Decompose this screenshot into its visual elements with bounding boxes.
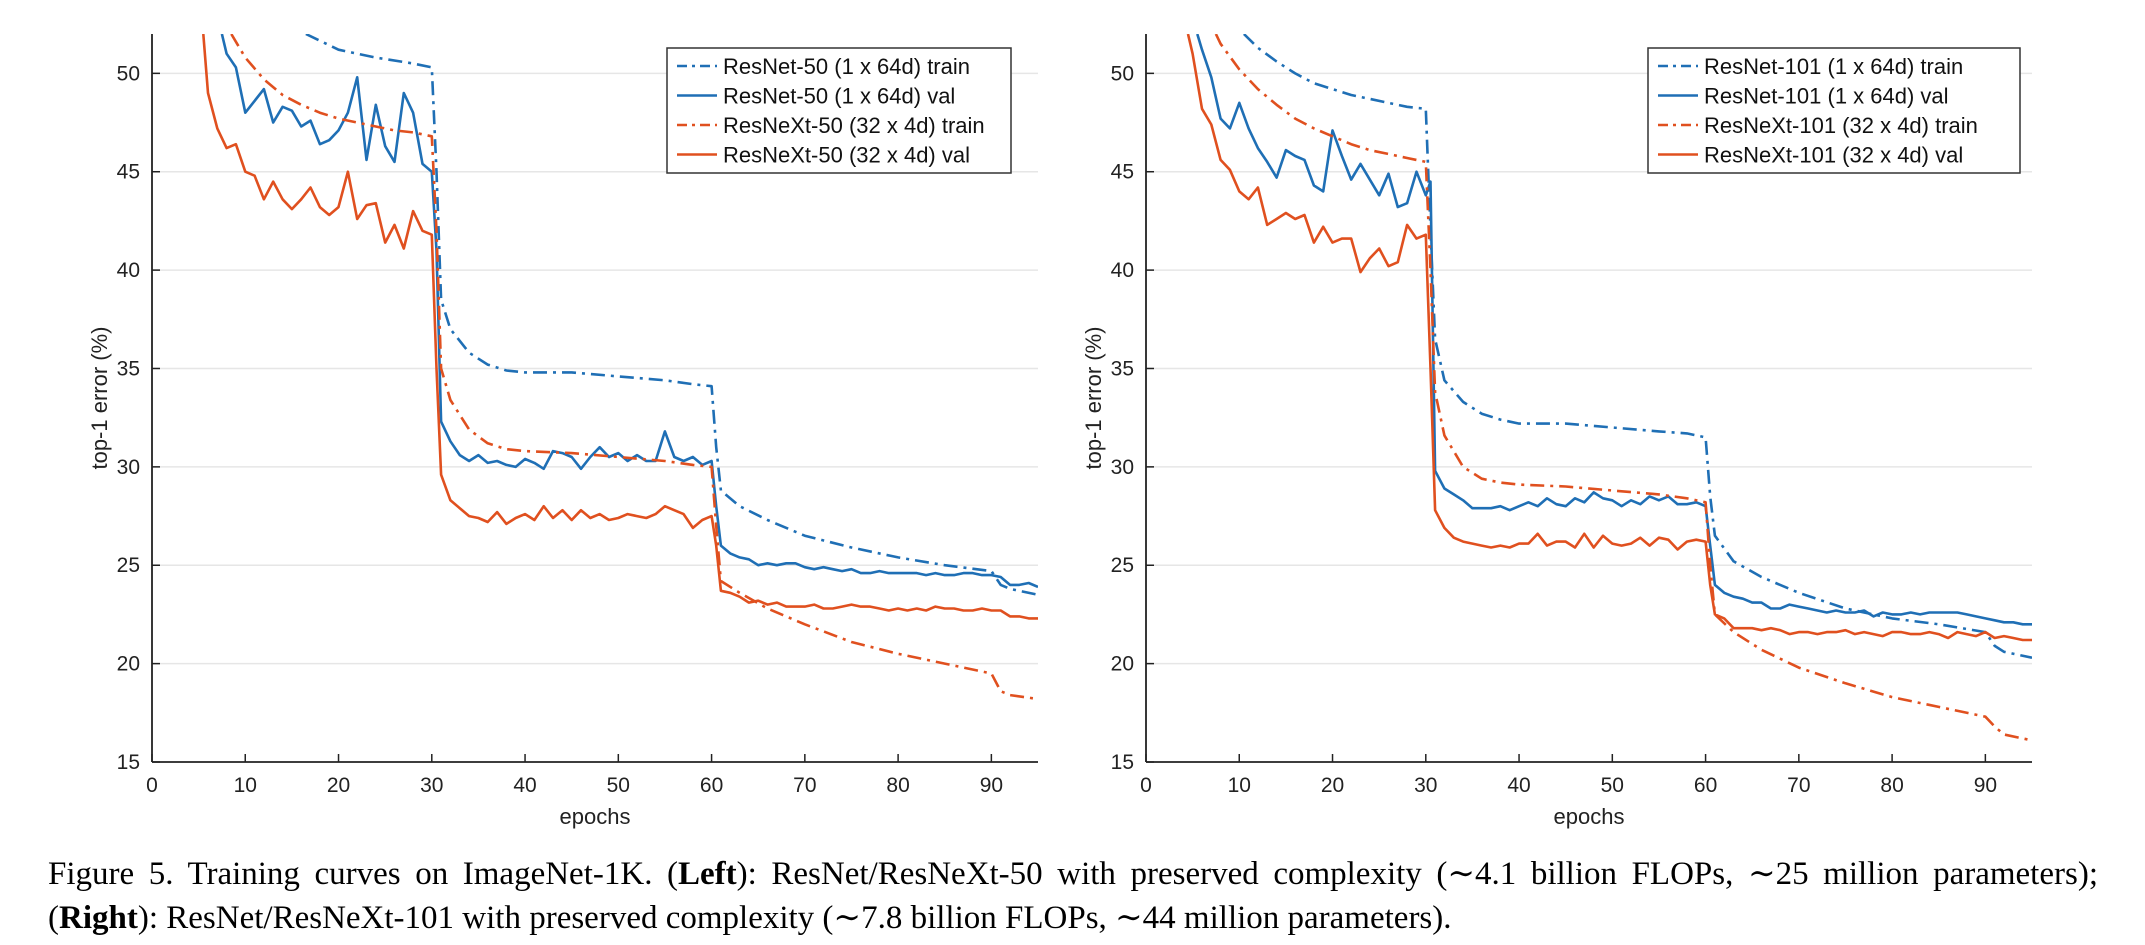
- y-tick-label: 45: [1111, 161, 1134, 184]
- chart-panel-2: 15 20 25 30 35 40 45 50 0 10 20 30 40 50 60 70 80 90 epoch…: [1081, 34, 2032, 829]
- caption-text-3: ): ResNet/ResNeXt-101 with preserved com…: [137, 900, 1452, 936]
- caption-bold-right: Right: [59, 900, 138, 936]
- legend-entry-label: ResNeXt-101 (32 x 4d) train: [1704, 113, 1978, 138]
- x-tick-label: 70: [1787, 774, 1810, 797]
- x-axis-label: epochs: [560, 804, 631, 829]
- x-tick-label: 0: [1140, 774, 1152, 797]
- y-tick-label: 15: [117, 751, 140, 774]
- x-tick-label: 20: [327, 774, 350, 797]
- y-tick-label: 50: [1111, 62, 1134, 85]
- legend-entry-label: ResNet-101 (1 x 64d) val: [1704, 84, 1949, 109]
- x-tick-label: 10: [1228, 774, 1251, 797]
- legend-entry-label: ResNeXt-50 (32 x 4d) val: [723, 143, 970, 168]
- legend: ResNet-101 (1 x 64d) train ResNet-101 (1 …: [1647, 47, 2021, 174]
- y-tick-label: 15: [1111, 751, 1134, 774]
- y-tick-label: 30: [1111, 456, 1134, 479]
- x-tick-label: 80: [886, 774, 909, 797]
- x-tick-label: 80: [1880, 774, 1903, 797]
- series-line-resnext-50-32-x-4d-train: [230, 34, 1038, 701]
- y-tick-label: 45: [117, 161, 140, 184]
- caption-bold-left: Left: [678, 856, 737, 892]
- x-axis-label: epochs: [1554, 804, 1625, 829]
- x-tick-label: 70: [793, 774, 816, 797]
- x-tick-label: 90: [1974, 774, 1997, 797]
- series-line-resnet-101-1-x-64d-val: [1196, 34, 2032, 626]
- x-tick-label: 30: [1414, 774, 1437, 797]
- series-line-resnext-101-32-x-4d-train: [1214, 34, 2032, 742]
- y-tick-label: 35: [1111, 357, 1134, 380]
- series-line-resnet-50-1-x-64d-val: [220, 34, 1038, 589]
- y-tick-label: 20: [117, 653, 140, 676]
- x-tick-label: 40: [1507, 774, 1530, 797]
- y-tick-label: 25: [1111, 554, 1134, 577]
- y-tick-label: 50: [117, 62, 140, 85]
- y-tick-label: 30: [117, 456, 140, 479]
- x-tick-label: 10: [234, 774, 257, 797]
- legend-entry-label: ResNeXt-101 (32 x 4d) val: [1704, 143, 1963, 168]
- x-tick-label: 50: [1601, 774, 1624, 797]
- x-tick-label: 60: [1694, 774, 1717, 797]
- y-tick-label: 20: [1111, 653, 1134, 676]
- y-tick-label: 40: [1111, 259, 1134, 282]
- x-tick-label: 30: [420, 774, 443, 797]
- legend-box: [666, 47, 1012, 174]
- series-line-resnext-50-32-x-4d-val: [202, 34, 1038, 620]
- legend-box: [1647, 47, 2021, 174]
- y-tick-label: 40: [117, 259, 140, 282]
- y-axis-label: top-1 error (%): [1081, 326, 1106, 469]
- caption-text-1: Figure 5. Training curves on ImageNet-1K…: [48, 856, 679, 892]
- x-tick-label: 60: [700, 774, 723, 797]
- legend-entry-label: ResNeXt-50 (32 x 4d) train: [723, 113, 985, 138]
- legend-entry-label: ResNet-50 (1 x 64d) train: [723, 54, 970, 79]
- legend-entry-label: ResNet-101 (1 x 64d) train: [1704, 54, 1963, 79]
- figure-caption: Figure 5. Training curves on ImageNet-1K…: [48, 852, 2098, 940]
- caption-text-2: ): ResNet/ResNeXt-50 with preserved comp…: [48, 856, 2098, 936]
- y-tick-label: 35: [117, 357, 140, 380]
- y-tick-label: 25: [117, 554, 140, 577]
- legend: ResNet-50 (1 x 64d) train ResNet-50 (1 x …: [666, 47, 1012, 174]
- chart-panel-1: 15 20 25 30 35 40 45 50 0 10 20 30 40 50 60 70 80 90 epoch…: [87, 34, 1038, 829]
- legend-entry-label: ResNet-50 (1 x 64d) val: [723, 84, 955, 109]
- x-tick-label: 90: [980, 774, 1003, 797]
- x-tick-label: 20: [1321, 774, 1344, 797]
- x-tick-label: 50: [607, 774, 630, 797]
- series-line-resnext-101-32-x-4d-val: [1186, 34, 2032, 642]
- y-axis-label: top-1 error (%): [87, 326, 112, 469]
- x-tick-label: 0: [146, 774, 158, 797]
- x-tick-label: 40: [513, 774, 536, 797]
